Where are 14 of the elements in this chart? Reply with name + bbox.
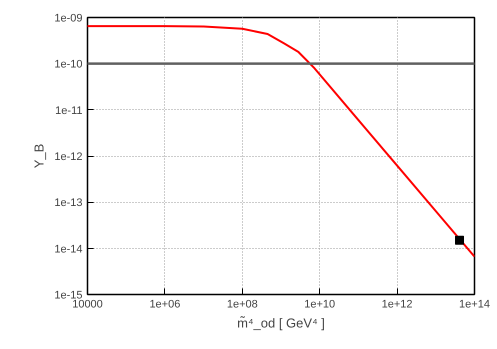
- y-axis-title: Y_B: [31, 144, 46, 168]
- y-tick-label: 1e-13: [54, 197, 83, 210]
- x-axis-title: m̃⁴_od [ GeV⁴ ]: [237, 315, 325, 330]
- y-tick-label: 1e-12: [54, 151, 83, 163]
- x-tick-label: 1e+08: [226, 298, 258, 310]
- x-tick-label: 1e+10: [304, 298, 336, 310]
- y-tick-label: 1e-11: [55, 104, 83, 117]
- x-tick-label: 1e+06: [149, 298, 180, 310]
- x-tick-label: 1e+12: [382, 298, 413, 310]
- x-tick-label: 10000: [72, 298, 103, 310]
- y-tick-label: 1e-10: [54, 58, 83, 71]
- y-tick-label: 1e-14: [54, 243, 83, 256]
- y-tick-label: 1e-09: [54, 12, 83, 24]
- x-tick-label: 1e+14: [459, 298, 490, 310]
